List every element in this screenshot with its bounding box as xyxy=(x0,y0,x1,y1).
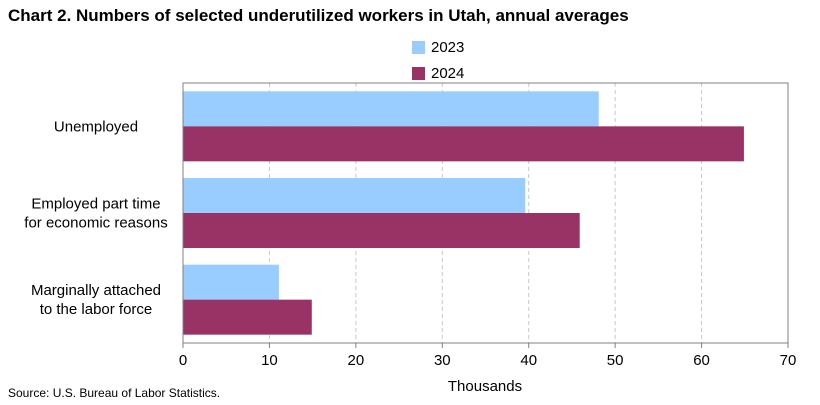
bar-2024-1 xyxy=(183,213,580,248)
x-tick-label: 10 xyxy=(261,352,278,369)
category-label: to the labor force xyxy=(40,301,153,318)
legend-label-2024: 2024 xyxy=(431,64,465,82)
bar-2023-0 xyxy=(183,91,599,127)
category-label: Marginally attached xyxy=(31,282,161,299)
x-tick-label: 20 xyxy=(348,352,365,369)
legend-swatch-2023 xyxy=(412,40,425,54)
legend-item-2023: 2023 xyxy=(412,36,464,58)
category-label: Employed part time xyxy=(31,196,160,213)
chart-legend: 2023 2024 xyxy=(412,36,464,88)
x-axis-title: Thousands xyxy=(448,378,522,395)
legend-item-2024: 2024 xyxy=(412,62,464,84)
legend-swatch-2024 xyxy=(412,66,425,80)
legend-label-2023: 2023 xyxy=(431,38,465,56)
source-note: Source: U.S. Bureau of Labor Statistics. xyxy=(8,386,221,400)
x-tick-label: 0 xyxy=(179,352,187,369)
bar-2023-1 xyxy=(183,178,526,213)
category-label: for economic reasons xyxy=(24,215,167,232)
x-tick-label: 30 xyxy=(434,352,451,369)
bar-2024-0 xyxy=(183,126,744,162)
x-tick-label: 60 xyxy=(693,352,710,369)
x-tick-label: 50 xyxy=(607,352,624,369)
chart-title: Chart 2. Numbers of selected underutiliz… xyxy=(8,6,629,25)
plot-frame xyxy=(182,82,789,344)
bar-2023-2 xyxy=(183,264,279,300)
category-label: Unemployed xyxy=(54,118,138,135)
x-tick-label: 40 xyxy=(520,352,537,369)
x-tick-label: 70 xyxy=(780,352,797,369)
bar-2024-2 xyxy=(183,299,312,335)
